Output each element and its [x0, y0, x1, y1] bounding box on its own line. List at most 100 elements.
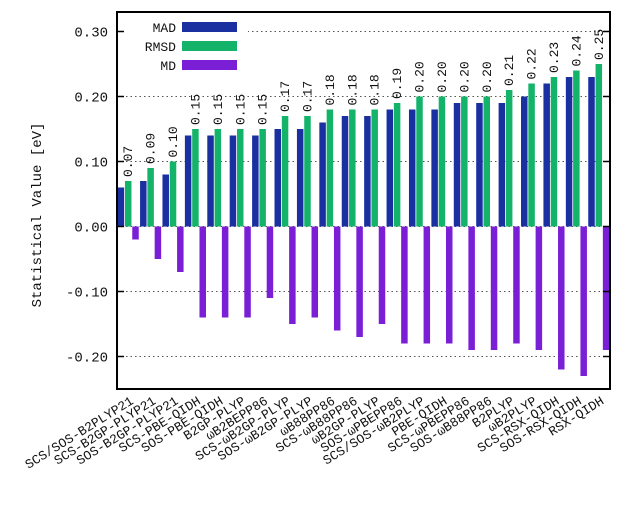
data-label: 0.22 — [525, 48, 540, 79]
bar-mad — [453, 103, 461, 227]
bar-md — [289, 226, 296, 324]
data-label: 0.15 — [256, 94, 271, 125]
data-label: 0.15 — [188, 94, 203, 125]
bar-rmsd — [393, 103, 401, 227]
bar-mad — [386, 109, 394, 227]
bar-md — [132, 226, 139, 240]
data-label: 0.20 — [413, 61, 428, 92]
data-label: 0.18 — [368, 74, 383, 105]
axes — [116, 11, 611, 390]
bar-md — [378, 226, 386, 324]
bar-rmsd — [214, 129, 222, 227]
bar-mad — [521, 96, 528, 227]
legend-swatch — [182, 22, 237, 32]
bar-mad — [319, 122, 326, 227]
bar-md — [513, 226, 520, 344]
bar-rmsd — [528, 83, 535, 227]
bar-md — [535, 226, 543, 350]
data-label: 0.15 — [233, 94, 248, 125]
legend: MAD RMSD MD — [120, 15, 248, 74]
bar-rmsd — [237, 129, 244, 227]
bar-md — [445, 226, 453, 344]
bar-rmsd — [147, 168, 154, 227]
data-label: 0.17 — [300, 81, 315, 112]
bar-mad — [565, 77, 573, 227]
bar-rmsd — [349, 109, 356, 227]
bar-mad — [162, 174, 169, 227]
bar-md — [468, 226, 475, 350]
data-label: 0.15 — [211, 94, 226, 125]
y-tick-label: 0.20 — [74, 91, 108, 107]
bar-mad — [274, 129, 282, 227]
bar-md — [423, 226, 431, 344]
y-tick-label: -0.20 — [66, 351, 108, 367]
legend-swatch — [182, 60, 237, 70]
bar-rmsd — [259, 129, 266, 227]
data-label: 0.20 — [457, 61, 472, 92]
legend-label: MAD — [153, 21, 177, 36]
data-label: 0.17 — [278, 81, 293, 112]
data-label: 0.23 — [547, 42, 562, 73]
bar-md — [199, 226, 206, 318]
y-axis-title: Statistical Value [eV] — [30, 123, 46, 308]
y-tick-label: -0.10 — [66, 286, 108, 302]
bar-rmsd — [371, 109, 378, 227]
bar-rmsd — [124, 181, 132, 227]
bar-rmsd — [505, 90, 513, 227]
bar-md — [602, 226, 610, 350]
bar-md — [177, 226, 184, 272]
bar-mad — [207, 135, 214, 227]
bar-md — [558, 226, 565, 370]
legend-label: RMSD — [145, 40, 176, 55]
bar-mad — [140, 181, 147, 227]
legend-swatch — [182, 41, 237, 51]
bar-md — [490, 226, 498, 350]
bar-mad — [543, 83, 550, 227]
y-tick-label: 0.30 — [74, 26, 108, 42]
bar-rmsd — [573, 70, 580, 227]
bars — [117, 64, 610, 376]
bar-rmsd — [192, 129, 199, 227]
bar-rmsd — [550, 77, 558, 227]
bar-md — [333, 226, 341, 331]
data-labels: 0.07 0.09 0.10 0.15 0.15 0.15 0.15 0.17 0.17 0.18… — [121, 29, 607, 177]
bar-mad — [588, 77, 595, 227]
bar-mad — [498, 103, 506, 227]
bar-rmsd — [416, 96, 423, 227]
bar-md — [311, 226, 319, 318]
bar-mad — [117, 187, 125, 227]
bar-mad — [341, 116, 349, 227]
bar-rmsd — [595, 64, 603, 227]
bar-mad — [296, 129, 304, 227]
bar-md — [266, 226, 274, 298]
plot-frame — [116, 11, 611, 390]
data-label: 0.24 — [569, 35, 584, 66]
data-label: 0.09 — [144, 133, 159, 164]
bar-mad — [476, 103, 483, 227]
data-label: 0.21 — [502, 55, 517, 86]
bar-rmsd — [326, 109, 334, 227]
bar-rmsd — [304, 116, 311, 227]
bar-mad — [408, 109, 416, 227]
y-tick-label: 0.10 — [74, 156, 108, 172]
bar-rmsd — [461, 96, 468, 227]
bar-mad — [364, 116, 371, 227]
bar-mad — [229, 135, 237, 227]
x-tick-labels: SCS/SOS-B2PLYP21SCS-B2GP-PLYP21SOS-B2GP-… — [23, 394, 607, 473]
y-tick-labels: -0.20 -0.10 0.00 0.10 0.20 0.30 — [66, 26, 108, 367]
bar-md — [580, 226, 587, 376]
data-label: 0.07 — [121, 146, 136, 177]
bar-md — [401, 226, 408, 344]
bar-md — [154, 226, 162, 259]
data-label: 0.18 — [323, 74, 338, 105]
grid-lines — [117, 31, 610, 357]
bar-mad — [184, 135, 192, 227]
bar-md — [221, 226, 229, 318]
bar-mad — [252, 135, 259, 227]
bar-rmsd — [483, 96, 490, 227]
data-label: 0.20 — [435, 61, 450, 92]
bar-md — [356, 226, 363, 337]
data-label: 0.25 — [592, 29, 607, 60]
bar-mad — [431, 109, 438, 227]
